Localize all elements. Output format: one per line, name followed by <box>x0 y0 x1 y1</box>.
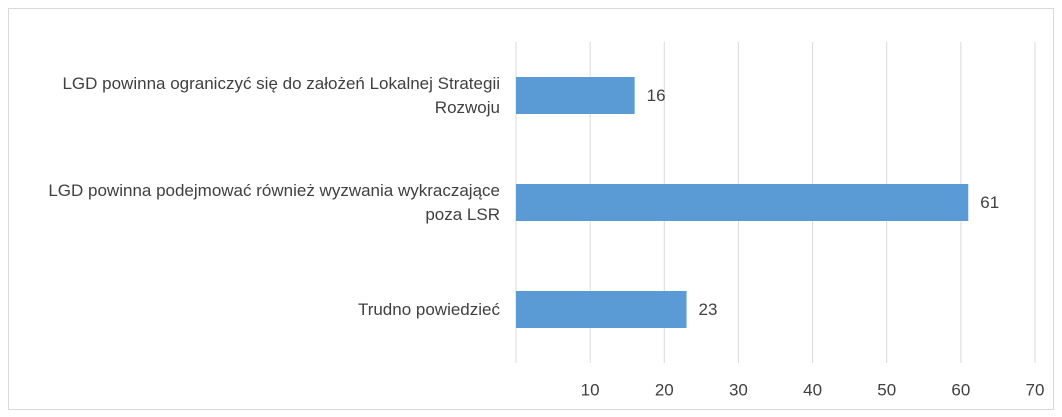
data-label: 23 <box>699 300 718 319</box>
data-label: 61 <box>980 193 999 212</box>
x-tick-label: 10 <box>581 380 600 399</box>
bar <box>516 77 635 114</box>
x-tick-label: 40 <box>803 380 822 399</box>
x-tick-label: 20 <box>655 380 674 399</box>
x-tick-label: 50 <box>877 380 896 399</box>
data-label: 16 <box>647 86 666 105</box>
bar <box>516 184 969 221</box>
y-tick-label: LGD powinna ograniczyć się do założeń Lo… <box>62 73 500 117</box>
bar <box>516 291 687 328</box>
y-tick-label: Trudno powiedzieć <box>357 299 500 319</box>
x-tick-label: 70 <box>1026 380 1045 399</box>
y-tick-label: LGD powinna podejmować również wyzwania … <box>48 180 500 224</box>
x-tick-label: 60 <box>951 380 970 399</box>
x-tick-label: 30 <box>729 380 748 399</box>
